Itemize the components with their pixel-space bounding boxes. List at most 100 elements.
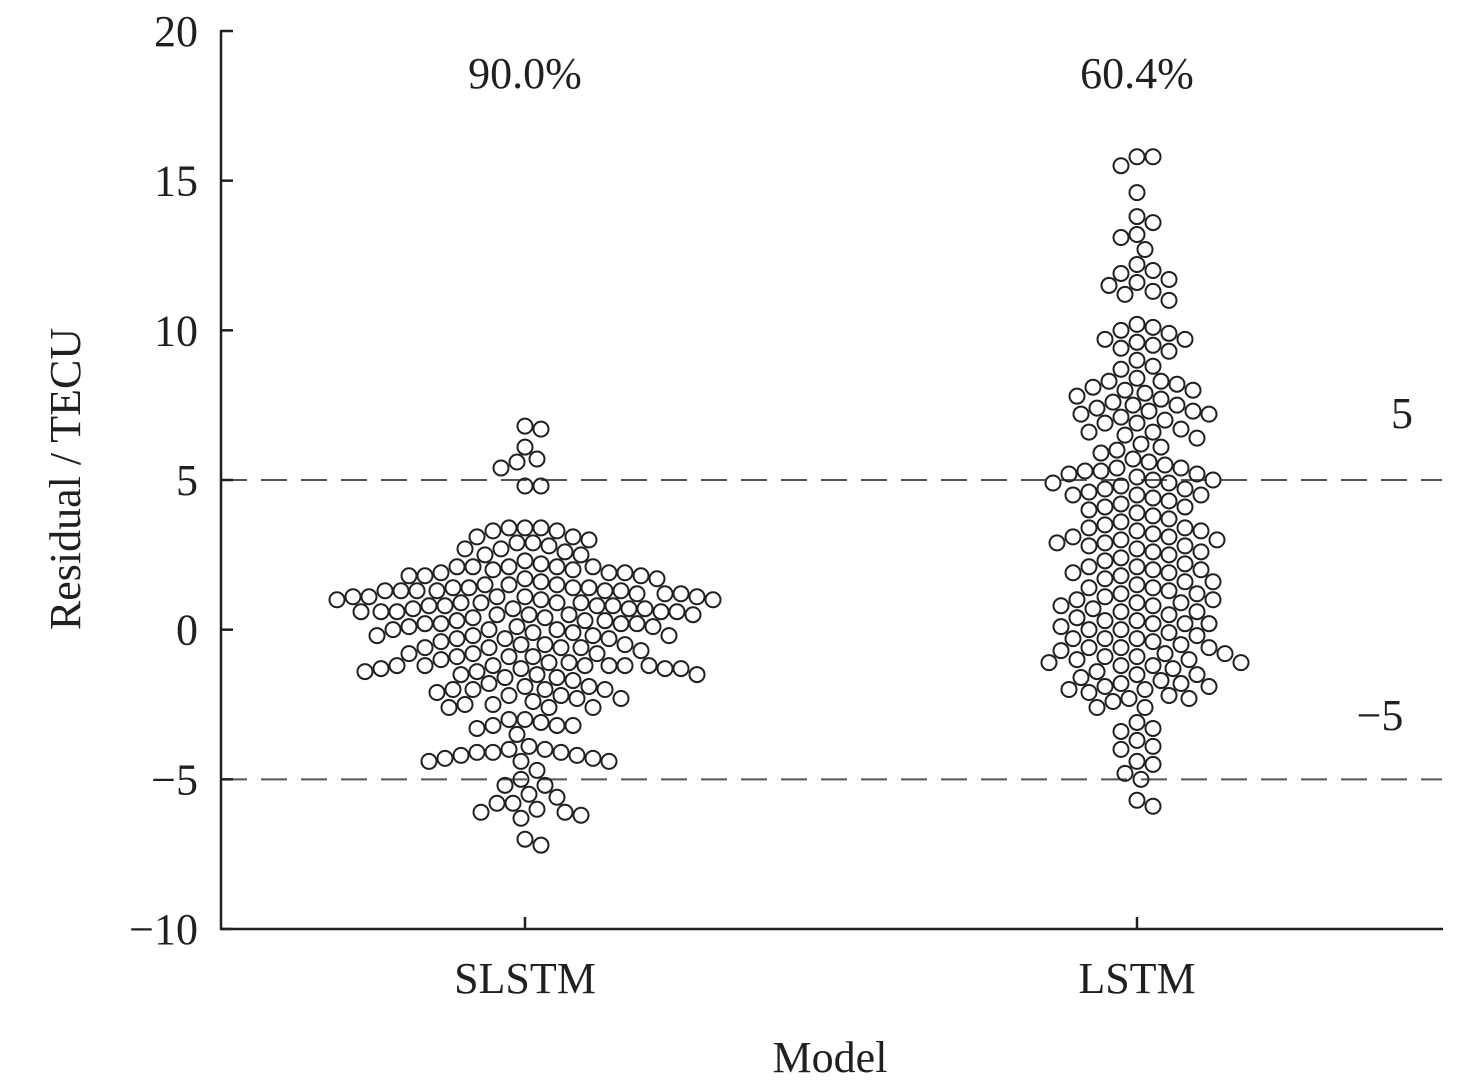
data-point-lstm [1204, 471, 1222, 489]
data-point-lstm [1160, 546, 1178, 564]
data-point-slstm [516, 417, 534, 435]
data-point-lstm [1112, 567, 1130, 585]
data-point-slstm [464, 627, 482, 645]
data-point-slstm [516, 552, 534, 570]
data-point-slstm [464, 609, 482, 627]
data-point-slstm [656, 585, 674, 603]
data-point-slstm [548, 594, 566, 612]
data-point-lstm [1112, 339, 1130, 357]
data-point-lstm [1144, 471, 1162, 489]
data-point-slstm [688, 666, 706, 684]
data-point-slstm [548, 788, 566, 806]
data-point-slstm [580, 531, 598, 549]
data-point-lstm [1184, 381, 1202, 399]
data-point-slstm [596, 681, 614, 699]
data-point-slstm [504, 600, 522, 618]
data-point-slstm [500, 519, 518, 537]
data-point-slstm [416, 657, 434, 675]
data-point-lstm [1124, 396, 1142, 414]
data-point-lstm [1160, 687, 1178, 705]
data-point-slstm [572, 594, 590, 612]
data-point-slstm [584, 698, 602, 716]
data-point-slstm [556, 543, 574, 561]
data-point-slstm [516, 710, 534, 728]
data-point-slstm [572, 639, 590, 657]
data-point-lstm [1096, 612, 1114, 630]
data-point-slstm [584, 749, 602, 767]
data-point-lstm [1080, 519, 1098, 537]
data-point-slstm [552, 687, 570, 705]
data-point-slstm [484, 657, 502, 675]
data-point-lstm [1128, 148, 1146, 166]
data-point-slstm [512, 660, 530, 678]
data-point-slstm [648, 570, 666, 588]
data-point-slstm [652, 603, 670, 621]
data-point-lstm [1136, 384, 1154, 402]
data-point-slstm [496, 776, 514, 794]
data-point-lstm [1128, 540, 1146, 558]
data-point-slstm [488, 606, 506, 624]
data-point-slstm [576, 612, 594, 630]
data-point-lstm [1116, 764, 1134, 782]
data-point-lstm [1096, 330, 1114, 348]
data-point-lstm [1112, 495, 1130, 513]
data-point-slstm [456, 540, 474, 558]
data-point-lstm [1112, 531, 1130, 549]
data-point-lstm [1172, 675, 1190, 693]
data-point-slstm [468, 719, 486, 737]
data-point-slstm [572, 546, 590, 564]
data-point-lstm [1080, 537, 1098, 555]
data-point-slstm [480, 675, 498, 693]
data-point-slstm [636, 600, 654, 618]
y-tick-label: −5 [151, 755, 198, 804]
data-point-lstm [1088, 399, 1106, 417]
data-point-slstm [440, 698, 458, 716]
data-point-slstm [532, 836, 550, 854]
data-point-slstm [528, 666, 546, 684]
data-point-lstm [1064, 528, 1082, 546]
data-point-lstm [1112, 157, 1130, 175]
data-point-lstm [1188, 666, 1206, 684]
data-point-slstm [500, 740, 518, 758]
data-point-slstm [420, 752, 438, 770]
data-point-lstm [1140, 402, 1158, 420]
data-point-slstm [388, 603, 406, 621]
data-point-lstm [1128, 752, 1146, 770]
data-point-lstm [1176, 480, 1194, 498]
data-point-lstm [1152, 438, 1170, 456]
data-point-lstm [1064, 564, 1082, 582]
data-point-slstm [416, 639, 434, 657]
data-point-lstm [1168, 375, 1186, 393]
data-point-slstm [520, 737, 538, 755]
data-point-slstm [472, 803, 490, 821]
data-point-slstm [528, 800, 546, 818]
data-point-lstm [1216, 645, 1234, 663]
data-point-lstm [1144, 597, 1162, 615]
data-point-slstm [548, 669, 566, 687]
data-point-slstm [384, 621, 402, 639]
data-point-slstm [432, 564, 450, 582]
data-point-slstm [580, 579, 598, 597]
data-point-slstm [480, 621, 498, 639]
data-point-slstm [416, 615, 434, 633]
data-point-slstm [508, 534, 526, 552]
data-point-slstm [516, 519, 534, 537]
data-point-slstm [552, 639, 570, 657]
data-point-lstm [1060, 681, 1078, 699]
data-point-slstm [512, 752, 530, 770]
data-point-lstm [1172, 594, 1190, 612]
data-point-slstm [552, 743, 570, 761]
percentage-annotation: 60.4% [1080, 49, 1194, 98]
data-point-slstm [516, 678, 534, 696]
data-point-lstm [1080, 579, 1098, 597]
x-tick-label: SLSTM [454, 954, 596, 1003]
data-point-lstm [1188, 585, 1206, 603]
data-point-lstm [1160, 324, 1178, 342]
data-point-slstm [528, 450, 546, 468]
data-point-slstm [500, 558, 518, 576]
data-point-lstm [1080, 684, 1098, 702]
data-point-slstm [704, 591, 722, 609]
data-point-lstm [1160, 606, 1178, 624]
data-point-lstm [1160, 624, 1178, 642]
